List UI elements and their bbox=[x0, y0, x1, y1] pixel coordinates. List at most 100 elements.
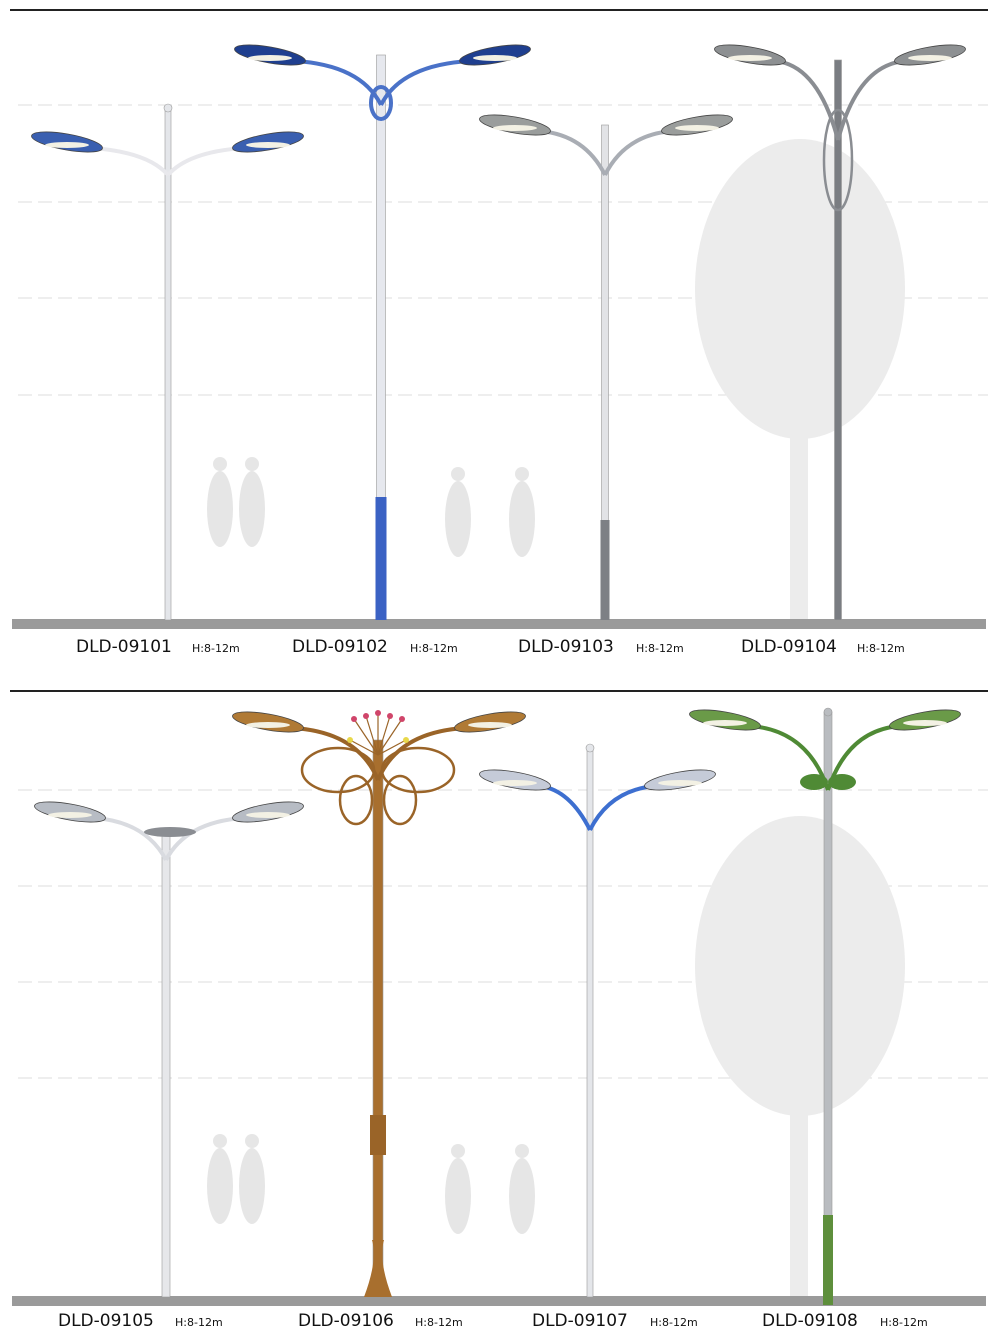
product-height: H:8-12m bbox=[650, 1316, 698, 1329]
butterfly-wing-upper bbox=[380, 746, 456, 794]
lamp-pole bbox=[164, 107, 172, 621]
lamp-arm bbox=[91, 146, 170, 177]
lamp-pole bbox=[586, 747, 594, 1298]
tree-silhouette bbox=[695, 139, 905, 439]
pole-finial bbox=[823, 707, 833, 717]
lamp-lens bbox=[246, 722, 290, 728]
street-lamp-DLD-09107 bbox=[479, 743, 716, 1298]
product-code: DLD-09106 bbox=[298, 1311, 394, 1331]
flower-bulb bbox=[351, 716, 357, 722]
background-layer bbox=[12, 104, 988, 1306]
lamp-lens bbox=[246, 142, 290, 148]
product-code: DLD-09102 bbox=[292, 637, 388, 657]
product-height: H:8-12m bbox=[175, 1316, 223, 1329]
street-lamp-DLD-09104 bbox=[714, 44, 966, 621]
lamp-lens bbox=[468, 722, 512, 728]
lamp-lens bbox=[246, 812, 290, 818]
pedestrian-head bbox=[451, 1144, 465, 1158]
center-disc bbox=[144, 827, 196, 837]
lamp-arm bbox=[166, 146, 244, 177]
lamp-arm bbox=[603, 129, 673, 176]
lamp-arm bbox=[539, 129, 607, 176]
leaf-ornament bbox=[800, 774, 828, 790]
lamp-lens bbox=[658, 780, 702, 786]
flower-stem bbox=[365, 715, 379, 756]
pedestrian-silhouette bbox=[445, 481, 471, 557]
product-height: H:8-12m bbox=[857, 642, 905, 655]
street-lamp-DLD-09106 bbox=[232, 710, 526, 1298]
pedestrian-silhouette bbox=[509, 1158, 535, 1234]
decorative-collar bbox=[370, 1115, 386, 1155]
pedestrian-head bbox=[213, 1134, 227, 1148]
pedestrian-silhouette bbox=[207, 471, 233, 547]
product-code: DLD-09101 bbox=[76, 637, 172, 657]
tree-trunk bbox=[790, 419, 808, 619]
lamp-arm bbox=[539, 784, 592, 831]
ground-strip bbox=[12, 1296, 986, 1306]
lamp-lens bbox=[703, 720, 747, 726]
butterfly-wing-lower bbox=[338, 774, 374, 826]
pole-finial bbox=[585, 743, 595, 753]
lamp-lens bbox=[45, 142, 89, 148]
pole-sleeve bbox=[375, 497, 387, 620]
product-code: DLD-09105 bbox=[58, 1311, 154, 1331]
lamp-arm bbox=[774, 59, 840, 141]
pedestrian-head bbox=[245, 457, 259, 471]
product-height: H:8-12m bbox=[880, 1316, 928, 1329]
flower-stem bbox=[377, 739, 407, 756]
pedestrian-silhouette bbox=[239, 471, 265, 547]
lamp-arm bbox=[94, 816, 168, 861]
lamp-lens bbox=[48, 812, 92, 818]
product-height: H:8-12m bbox=[410, 642, 458, 655]
flower-bulb bbox=[375, 710, 381, 716]
pedestrian-head bbox=[213, 457, 227, 471]
pedestrian-head bbox=[451, 467, 465, 481]
ground-strip bbox=[12, 619, 986, 629]
flower-bulb bbox=[399, 716, 405, 722]
lamp-pole bbox=[372, 739, 384, 1298]
product-height: H:8-12m bbox=[415, 1316, 463, 1329]
lamp-lens bbox=[728, 55, 772, 61]
product-code: DLD-09108 bbox=[762, 1311, 858, 1331]
flower-stem bbox=[377, 718, 403, 756]
decorative-loop bbox=[369, 85, 393, 121]
lamp-lens bbox=[493, 780, 537, 786]
pole-sleeve bbox=[600, 520, 610, 620]
street-lamp-DLD-09101 bbox=[31, 103, 304, 621]
lamp-pole bbox=[834, 59, 842, 621]
lamp-lens bbox=[675, 125, 719, 131]
flower-stem bbox=[377, 715, 391, 756]
pole-sleeve bbox=[823, 1215, 833, 1305]
street-lamp-DLD-09105 bbox=[34, 801, 304, 1298]
product-height: H:8-12m bbox=[636, 642, 684, 655]
lamps-layer bbox=[31, 44, 966, 1306]
pedestrian-head bbox=[515, 1144, 529, 1158]
lamp-arm bbox=[294, 59, 383, 106]
product-code: DLD-09103 bbox=[518, 637, 614, 657]
lamp-arm bbox=[588, 784, 656, 831]
tree-silhouette bbox=[695, 816, 905, 1116]
butterfly-wing-lower bbox=[382, 774, 418, 826]
product-code: DLD-09104 bbox=[741, 637, 837, 657]
street-lamp-DLD-09108 bbox=[689, 707, 961, 1306]
butterfly-wing-upper bbox=[300, 746, 376, 794]
lamp-pole bbox=[161, 829, 171, 1298]
pole-finial bbox=[163, 103, 173, 113]
flower-bulb bbox=[347, 737, 353, 743]
flower-bulb bbox=[387, 713, 393, 719]
tulip-frame bbox=[822, 108, 854, 212]
lamp-arm bbox=[164, 816, 244, 861]
leaf-ornament bbox=[828, 774, 856, 790]
street-lamp-DLD-09102 bbox=[234, 44, 531, 621]
flower-bulb bbox=[363, 713, 369, 719]
pedestrian-silhouette bbox=[207, 1148, 233, 1224]
lamp-arm bbox=[379, 59, 471, 106]
flower-bulb bbox=[403, 737, 409, 743]
product-height: H:8-12m bbox=[192, 642, 240, 655]
labels-layer: DLD-09101 H:8-12m DLD-09102 H:8-12m DLD-… bbox=[58, 637, 928, 1331]
flared-base bbox=[364, 1240, 392, 1297]
flower-stem bbox=[353, 718, 379, 756]
pedestrian-head bbox=[245, 1134, 259, 1148]
pedestrian-head bbox=[515, 467, 529, 481]
